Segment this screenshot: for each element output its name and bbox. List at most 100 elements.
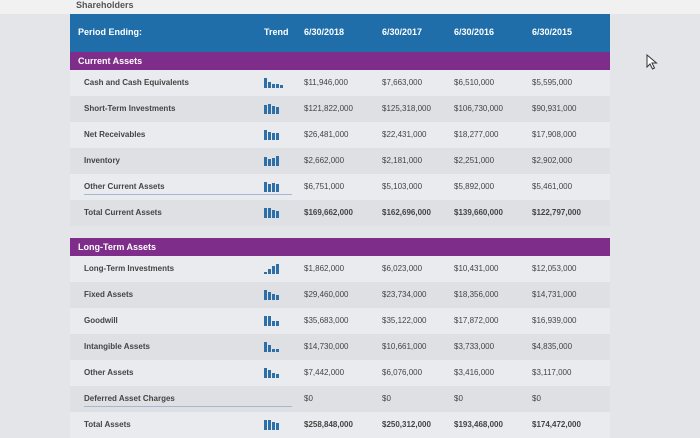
value-cell: $18,277,000 [454,130,499,139]
row-label: Intangible Assets [84,342,150,351]
top-strip: Shareholders [0,0,700,14]
date-header-2018[interactable]: 6/30/2018 [304,27,345,37]
trend-sparkline[interactable] [264,208,286,218]
table-row: Other Current Assets $6,751,000 $5,103,0… [70,174,610,200]
value-cell: $7,442,000 [304,368,345,377]
row-label: Fixed Assets [84,290,134,299]
value-cell: $6,023,000 [382,264,423,273]
value-cell: $125,318,000 [382,104,431,113]
value-cell: $11,946,000 [304,78,348,87]
trend-sparkline[interactable] [264,264,286,274]
value-cell: $16,939,000 [532,316,577,325]
row-label: Net Receivables [84,130,146,139]
trend-header: Trend [264,27,289,37]
value-cell: $2,181,000 [382,156,423,165]
date-header-2016[interactable]: 6/30/2016 [454,27,495,37]
value-cell: $35,122,000 [382,316,427,325]
trend-sparkline[interactable] [264,316,286,326]
table-row: Short-Term Investments $121,822,000 $125… [70,96,610,122]
section-current-assets-label: Current Assets [78,56,143,66]
table-row: Intangible Assets $14,730,000 $10,661,00… [70,334,610,360]
value-cell: $122,797,000 [532,208,581,217]
value-cell: $10,431,000 [454,264,499,273]
table-row: Inventory $2,662,000 $2,181,000 $2,251,0… [70,148,610,174]
value-cell: $23,734,000 [382,290,427,299]
row-label: Deferred Asset Charges [84,394,175,403]
shareholders-label: Shareholders [76,0,134,10]
trend-sparkline[interactable] [264,342,286,352]
row-label: Total Assets [84,420,131,429]
row-label: Inventory [84,156,121,165]
table-header: Period Ending: Trend 6/30/2018 6/30/2017… [70,14,610,52]
table-row-total: Total Current Assets $169,662,000 $162,6… [70,200,610,226]
mouse-pointer-icon [646,53,658,75]
value-cell: $0 [304,394,313,403]
value-cell: $5,892,000 [454,182,495,191]
value-cell: $3,416,000 [454,368,495,377]
value-cell: $2,902,000 [532,156,573,165]
value-cell: $1,862,000 [304,264,345,273]
table-row: Other Assets $7,442,000 $6,076,000 $3,41… [70,360,610,386]
row-label: Total Current Assets [84,208,162,217]
divider [84,406,292,407]
trend-sparkline[interactable] [264,78,286,88]
table-row: Deferred Asset Charges $0 $0 $0 $0 [70,386,610,412]
value-cell: $17,872,000 [454,316,499,325]
divider [84,194,292,195]
value-cell: $18,356,000 [454,290,499,299]
value-cell: $0 [454,394,463,403]
value-cell: $90,931,000 [532,104,577,113]
table-row: Net Receivables $26,481,000 $22,431,000 … [70,122,610,148]
value-cell: $6,751,000 [304,182,345,191]
value-cell: $14,731,000 [532,290,577,299]
value-cell: $26,481,000 [304,130,349,139]
table-row-total: Total Assets $258,848,000 $250,312,000 $… [70,412,610,438]
row-label: Long-Term Investments [84,264,175,273]
period-ending-header: Period Ending: [78,27,142,37]
value-cell: $14,730,000 [304,342,349,351]
trend-sparkline[interactable] [264,368,286,378]
value-cell: $193,468,000 [454,420,503,429]
value-cell: $3,117,000 [532,368,572,377]
date-header-2017[interactable]: 6/30/2017 [382,27,423,37]
value-cell: $2,251,000 [454,156,495,165]
value-cell: $10,661,000 [382,342,427,351]
value-cell: $6,510,000 [454,78,495,87]
value-cell: $121,822,000 [304,104,353,113]
value-cell: $106,730,000 [454,104,503,113]
value-cell: $174,472,000 [532,420,581,429]
trend-sparkline[interactable] [264,290,286,300]
row-label: Other Assets [84,368,134,377]
table-row: Cash and Cash Equivalents $11,946,000 $7… [70,70,610,96]
table-row: Fixed Assets $29,460,000 $23,734,000 $18… [70,282,610,308]
value-cell: $4,835,000 [532,342,573,351]
value-cell: $0 [532,394,541,403]
value-cell: $169,662,000 [304,208,353,217]
table-row: Long-Term Investments $1,862,000 $6,023,… [70,256,610,282]
trend-sparkline[interactable] [264,104,286,114]
value-cell: $162,696,000 [382,208,431,217]
row-label: Cash and Cash Equivalents [84,78,189,87]
value-cell: $7,663,000 [382,78,423,87]
date-header-2015[interactable]: 6/30/2015 [532,27,573,37]
section-current-assets: Current Assets [70,52,610,70]
value-cell: $5,595,000 [532,78,573,87]
value-cell: $139,660,000 [454,208,503,217]
value-cell: $5,103,000 [382,182,423,191]
section-long-term-assets-label: Long-Term Assets [78,242,157,252]
value-cell: $5,461,000 [532,182,573,191]
value-cell: $0 [382,394,391,403]
value-cell: $35,683,000 [304,316,349,325]
trend-sparkline[interactable] [264,420,286,430]
value-cell: $29,460,000 [304,290,349,299]
trend-sparkline[interactable] [264,156,286,166]
value-cell: $2,662,000 [304,156,345,165]
value-cell: $250,312,000 [382,420,431,429]
trend-sparkline[interactable] [264,130,286,140]
row-label: Other Current Assets [84,182,165,191]
value-cell: $17,908,000 [532,130,577,139]
value-cell: $22,431,000 [382,130,427,139]
value-cell: $6,076,000 [382,368,423,377]
trend-sparkline[interactable] [264,182,286,192]
table-row: Goodwill $35,683,000 $35,122,000 $17,872… [70,308,610,334]
